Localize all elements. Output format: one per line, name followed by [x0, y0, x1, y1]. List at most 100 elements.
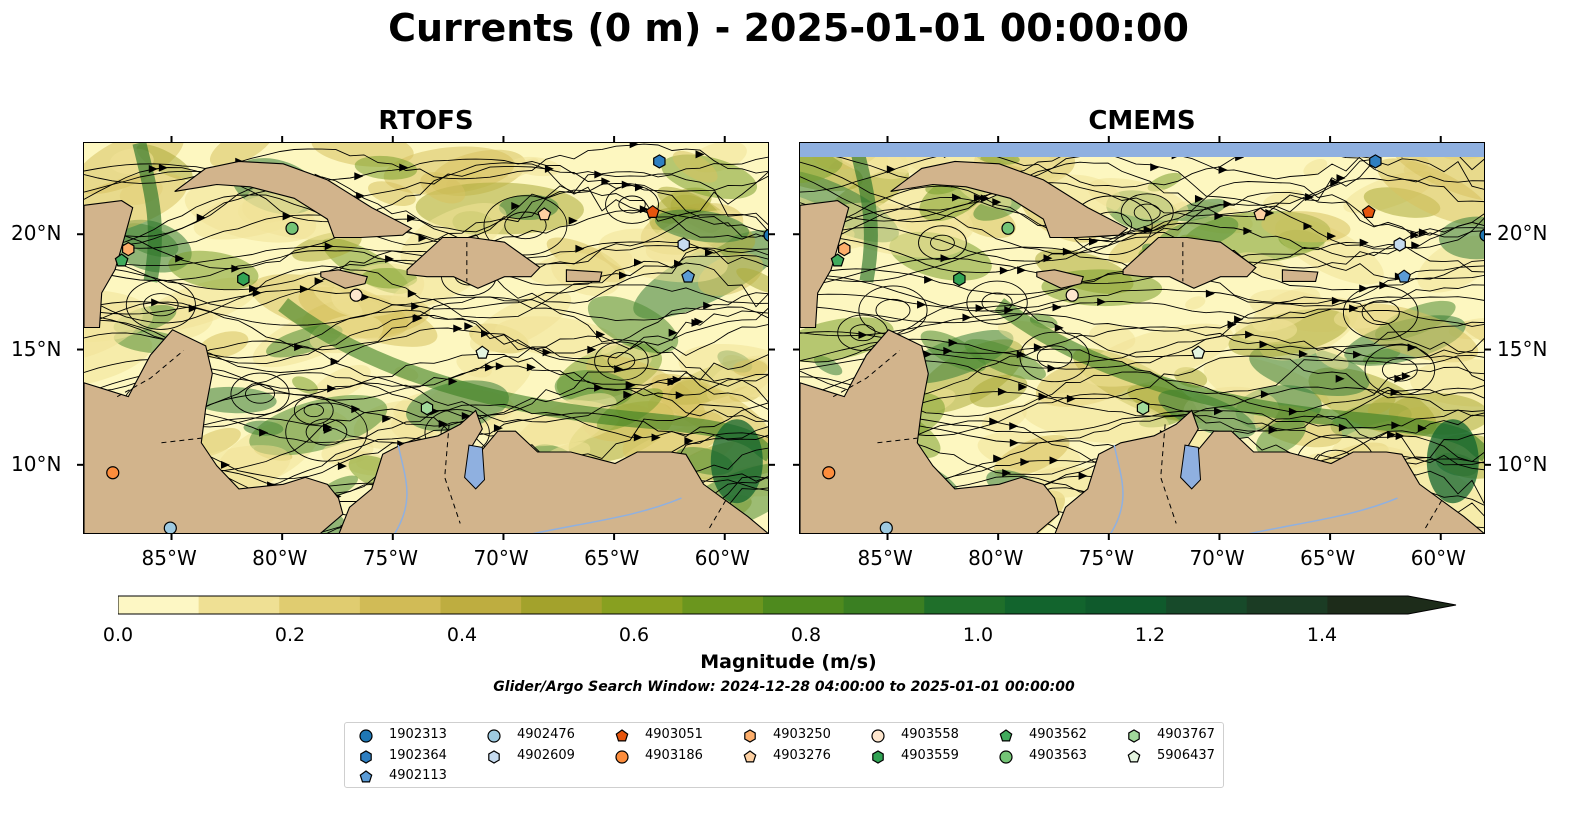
legend-marker-5906437 — [1127, 749, 1141, 762]
legend-marker-4903563 — [999, 749, 1013, 764]
land-hispaniola — [406, 236, 541, 289]
legend-label: 4903186 — [645, 747, 703, 763]
legend-label: 4903276 — [773, 747, 831, 763]
eddy-inner — [875, 298, 911, 322]
map-cmems[interactable] — [799, 142, 1485, 534]
colorbar-tick-label: 1.0 — [962, 624, 994, 646]
legend-label: 4903558 — [901, 727, 959, 742]
float-5906437 — [475, 345, 490, 359]
land — [84, 160, 768, 533]
lat-tick-label: 10°N — [1497, 451, 1548, 476]
land-centralAmerica — [800, 329, 1060, 533]
lon-tick-label: 65°W — [584, 546, 640, 570]
eddy — [293, 396, 334, 425]
figure-title: Currents (0 m) - 2025-01-01 00:00:00 — [388, 6, 1189, 50]
land-yucatan — [800, 200, 850, 329]
float-4902609 — [677, 237, 690, 252]
float-4902476 — [879, 521, 893, 533]
float-4903563 — [285, 221, 299, 235]
eddy — [1364, 344, 1436, 396]
colorbar-segment — [359, 596, 441, 614]
lon-tick-label: 70°W — [473, 546, 529, 570]
land-jamaica — [320, 269, 369, 289]
land-cuba — [174, 160, 413, 239]
eddy-inner — [245, 384, 276, 404]
lon-tick-label: 85°W — [141, 546, 197, 570]
legend-marker-4902476 — [487, 729, 501, 743]
legend-label: 4902476 — [517, 727, 575, 742]
colorbar-segment — [1004, 596, 1086, 614]
land-yucatan — [84, 200, 134, 329]
colorbar-tick-label: 0.8 — [790, 624, 822, 646]
legend-label: 4902609 — [517, 747, 575, 763]
rivers — [1110, 444, 1398, 533]
land-southAmerica — [338, 409, 768, 533]
lon-tick-label: 85°W — [857, 546, 913, 570]
colorbar-segment — [198, 596, 280, 614]
legend-marker-4902609 — [488, 749, 500, 764]
eddy-inner — [303, 403, 324, 418]
float-4903186 — [822, 466, 836, 480]
land-cuba — [890, 160, 1129, 239]
legend-label: 1902364 — [389, 747, 447, 763]
colorbar-segment — [763, 596, 845, 614]
borders — [116, 242, 727, 531]
legend-marker-4903051 — [615, 729, 629, 742]
lon-tick-label: 80°W — [252, 546, 308, 570]
eddy — [966, 280, 1028, 325]
colorbar-tick-label: 0.4 — [446, 624, 478, 646]
eddy — [1342, 285, 1419, 340]
float-4903276 — [537, 207, 552, 221]
float-legend: 1902313 1902364 4902113 4902476 4902609 49030… — [344, 722, 1224, 788]
colorbar-tick-label: 1.4 — [1306, 624, 1338, 646]
eddy — [285, 402, 368, 462]
yucatan-current — [132, 143, 162, 283]
float-4903562 — [830, 253, 845, 267]
legend-label: 4902113 — [389, 768, 447, 783]
lake-maracaibo — [464, 444, 486, 490]
float-4902113 — [681, 269, 696, 283]
eddy — [1019, 331, 1090, 383]
legend-label: 4903559 — [901, 747, 959, 763]
lat-tick-label: 10°N — [11, 451, 62, 476]
legend-marker-1902313 — [359, 729, 373, 743]
colorbar-extend-arrow — [1408, 596, 1456, 614]
map-rtofs[interactable] — [83, 142, 769, 534]
float-4903250 — [122, 241, 135, 257]
search-window-label: Glider/Argo Search Window: 2024-12-28 04… — [493, 679, 1075, 695]
eddy-inner — [1036, 345, 1073, 369]
pentagon-marker-icon — [999, 729, 1013, 742]
colorbar-segment — [279, 596, 361, 614]
colorbar-segment — [1246, 596, 1328, 614]
borders — [832, 242, 1443, 531]
eddy-inner — [930, 234, 955, 251]
circle-marker-icon — [615, 749, 629, 764]
no-data-strip — [800, 143, 1484, 157]
legend-label: 5906437 — [1157, 747, 1215, 763]
legend-label: 4903250 — [773, 727, 831, 742]
colorbar-tick-label: 1.2 — [1134, 624, 1166, 646]
land-hispaniola — [1122, 236, 1257, 289]
colorbar-segment — [1327, 596, 1409, 614]
float-4903558 — [349, 288, 363, 302]
hexagon-marker-icon — [872, 749, 884, 764]
float-4903250 — [838, 241, 851, 257]
eddy — [125, 279, 196, 330]
map-cmems-canvas — [800, 143, 1484, 533]
lat-tick-label: 15°N — [11, 336, 62, 361]
eddy-inner — [1381, 358, 1418, 382]
pentagon-marker-icon — [359, 770, 373, 783]
float-1902364 — [653, 154, 666, 169]
float-1902313 — [763, 228, 768, 242]
float-4902113 — [1397, 269, 1412, 283]
float-4902609 — [1393, 237, 1406, 252]
hexagon-marker-icon — [1128, 729, 1140, 743]
circle-marker-icon — [487, 729, 501, 743]
legend-marker-4903562 — [999, 729, 1013, 742]
eddy-inner — [1133, 203, 1161, 222]
colorbar-segment — [682, 596, 764, 614]
float-4903767 — [1136, 401, 1150, 416]
orinoco-eddy — [710, 419, 763, 504]
lon-tick-label: 75°W — [1078, 546, 1135, 570]
legend-marker-4903276 — [743, 749, 757, 762]
